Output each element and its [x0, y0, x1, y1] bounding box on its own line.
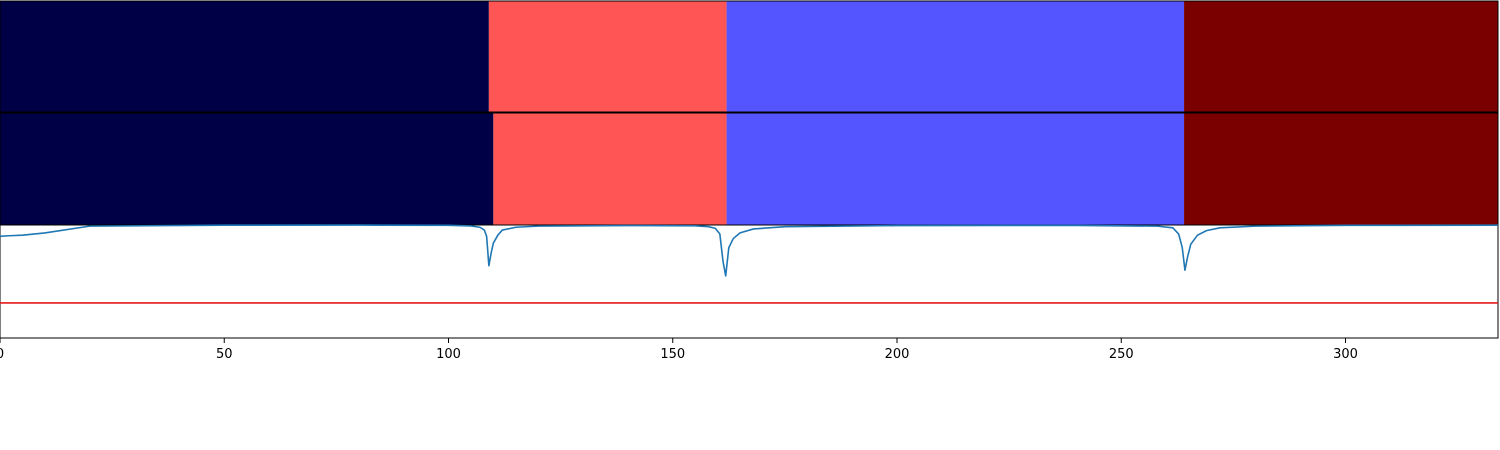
gt-segment-4	[1184, 1, 1498, 112]
probability-series-line-1	[0, 224, 1499, 277]
x-tick-label: 200	[885, 347, 910, 362]
x-tick-label: 50	[216, 347, 233, 362]
x-tick-label: 150	[660, 347, 685, 362]
pred-segment-4	[1184, 113, 1498, 225]
predicted-segmentation-bar	[0, 112, 1499, 226]
x-tick-label: 100	[436, 347, 461, 362]
pred-segment-3	[726, 113, 1185, 225]
gt-segment-3	[726, 1, 1185, 112]
pred-segment-2	[493, 113, 727, 225]
gt-segment-1	[0, 1, 489, 112]
x-tick-label: 0	[0, 347, 4, 362]
x-tick-label: 250	[1109, 347, 1134, 362]
line-panel-frame	[0, 224, 1499, 339]
gt-segment-2	[488, 1, 727, 112]
ground-truth-segmentation-bar	[0, 0, 1499, 113]
x-tick-label: 300	[1333, 347, 1358, 362]
boundary-probability-panel: 0 50 100 150 200 250 300	[0, 224, 1499, 362]
gt-bar-frame	[0, 0, 1499, 113]
pred-segment-1	[0, 113, 494, 225]
